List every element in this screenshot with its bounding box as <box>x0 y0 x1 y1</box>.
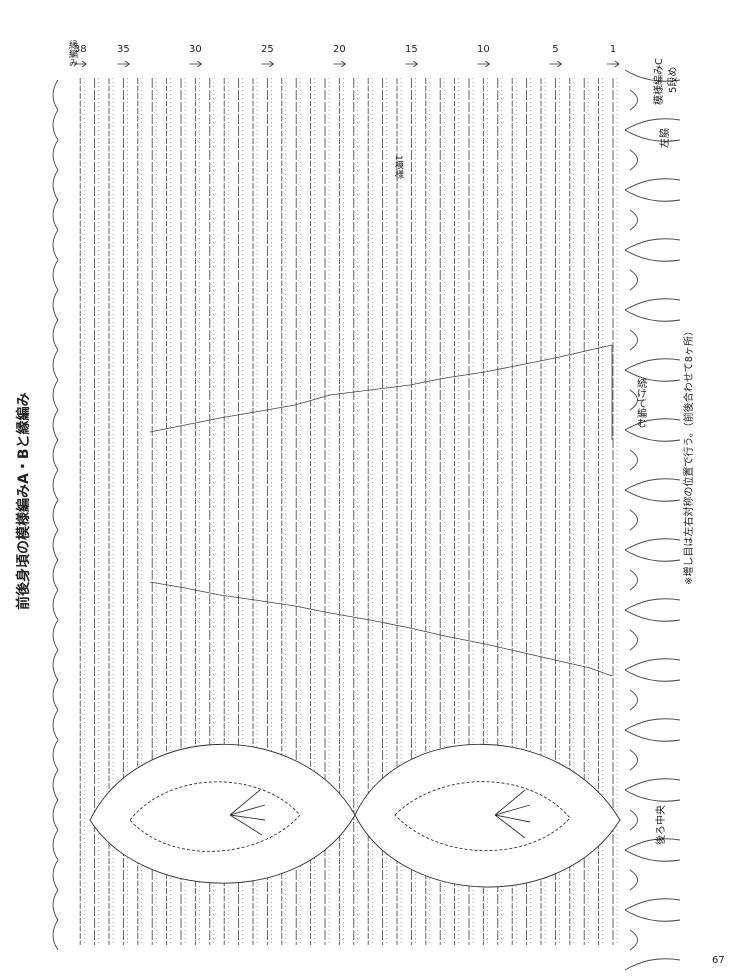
note: ※増し目は左右対称の位置で行う。（前後合わせて8ヶ所） <box>682 326 695 585</box>
row-arrow <box>74 60 87 68</box>
pineapple-core <box>394 781 571 851</box>
row-arrow <box>261 60 275 68</box>
one-pattern-label: 1模様 <box>393 155 404 179</box>
scallop <box>52 679 59 711</box>
fan <box>624 369 681 431</box>
back-center-label: 後ろ中央 <box>654 805 667 845</box>
fan <box>624 129 681 191</box>
scallop <box>52 859 59 891</box>
fan <box>624 909 681 971</box>
scallop <box>52 409 59 441</box>
pineapple-motifs <box>89 743 621 888</box>
row-arrow <box>607 60 620 68</box>
pineapple <box>354 743 621 888</box>
fan <box>624 69 681 131</box>
row-label: 25 <box>261 44 274 55</box>
scallop <box>52 469 59 501</box>
row-label: 10 <box>477 44 490 55</box>
scallop <box>52 379 59 411</box>
row-labels: 38 35 30 25 20 15 10 5 1 <box>74 44 620 68</box>
row-label: 35 <box>117 44 130 55</box>
pattern-c-row: 5段め <box>666 67 679 93</box>
fan <box>624 309 681 371</box>
fan <box>624 489 681 551</box>
scallop <box>52 919 59 951</box>
fan <box>624 429 681 491</box>
scallop <box>52 169 59 201</box>
row-arrow <box>117 60 131 68</box>
fan <box>624 729 681 791</box>
scallop <box>52 799 59 831</box>
scallop <box>52 199 59 231</box>
scallop <box>52 559 59 591</box>
scallop <box>52 289 59 321</box>
fan <box>624 189 681 251</box>
row-arrow <box>405 60 419 68</box>
edging-label: 縁編み <box>67 39 78 67</box>
row-label: 38 <box>74 44 87 55</box>
scallop <box>52 889 59 921</box>
fan <box>624 609 681 671</box>
increase-line <box>149 344 613 433</box>
pineapple <box>89 743 356 884</box>
row-label: 30 <box>189 44 202 55</box>
row-arrow <box>189 60 203 68</box>
pineapple-core <box>129 781 301 852</box>
row-label: 15 <box>405 44 418 55</box>
scallop <box>52 649 59 681</box>
scallop <box>52 589 59 621</box>
scallop <box>52 229 59 261</box>
scallop <box>52 439 59 471</box>
scallop <box>52 769 59 801</box>
fan <box>624 849 681 911</box>
fan <box>229 789 531 839</box>
scallop <box>52 619 59 651</box>
row-label: 5 <box>552 44 558 55</box>
pattern-c-label: 模様編みC <box>652 58 665 105</box>
fan <box>624 669 681 731</box>
row-arrow <box>477 60 491 68</box>
scallop <box>52 499 59 531</box>
row-arrow <box>549 60 563 68</box>
left-side-label: 左脇 <box>658 128 671 148</box>
scallop <box>52 829 59 861</box>
increase-line <box>149 581 613 677</box>
continue-label: 続けて編む <box>635 377 647 428</box>
row-label: 20 <box>333 44 346 55</box>
scallop <box>52 259 59 291</box>
row-arrow <box>333 60 347 68</box>
scallop <box>52 349 59 381</box>
page-number: 67 <box>712 955 725 966</box>
fan <box>624 549 681 611</box>
scallop <box>52 739 59 771</box>
scallop <box>52 109 59 141</box>
fan <box>624 789 681 851</box>
title: 前後身頃の模様編みA・Bと縁編み <box>15 392 32 610</box>
scallop <box>52 79 59 111</box>
fan <box>624 249 681 311</box>
scallop <box>52 709 59 741</box>
scallop <box>52 529 59 561</box>
row-label: 1 <box>610 44 616 55</box>
scallop <box>52 139 59 171</box>
edging <box>52 69 681 971</box>
scallop <box>52 319 59 351</box>
